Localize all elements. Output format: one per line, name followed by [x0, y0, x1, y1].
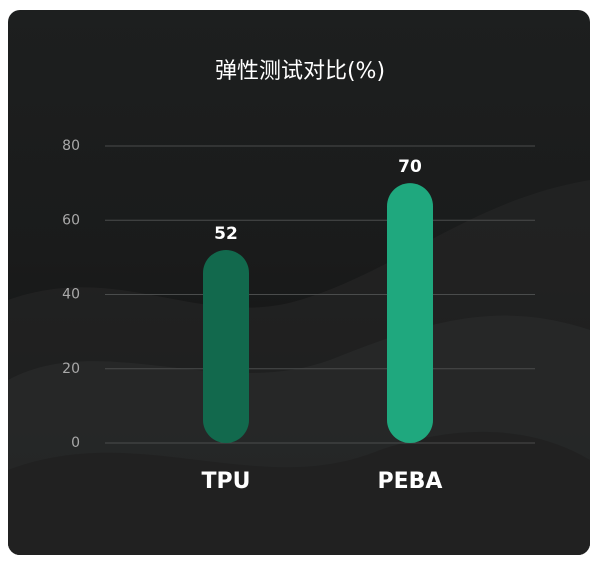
background	[8, 10, 590, 555]
bar	[387, 183, 433, 443]
y-tick-label: 40	[62, 287, 80, 303]
chart-title: 弹性测试对比(%)	[215, 59, 385, 84]
x-tick-label: TPU	[202, 469, 251, 494]
value-label: 52	[214, 224, 238, 244]
y-tick-label: 60	[62, 212, 80, 228]
value-label: 70	[398, 157, 422, 177]
bar	[203, 249, 249, 443]
x-tick-label: PEBA	[378, 469, 443, 494]
y-tick-label: 0	[71, 435, 80, 451]
y-tick-label: 20	[62, 361, 80, 377]
y-tick-label: 80	[62, 138, 80, 154]
